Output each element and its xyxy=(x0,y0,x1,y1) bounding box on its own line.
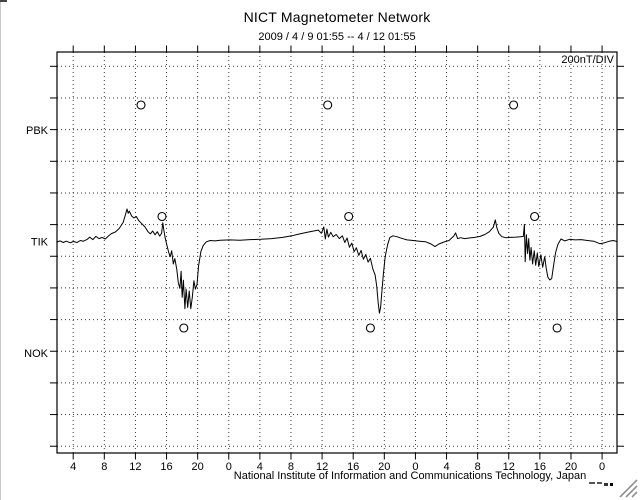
x-tick-label: 12 xyxy=(503,461,515,473)
axis-labels: 4 8 12 16 20 0 4 8 12 16 20 0 4 8 12 16 20 0 PBK TIK NOK xyxy=(24,125,605,473)
x-tick-label: 12 xyxy=(316,461,328,473)
noon-marker-pbk xyxy=(136,100,146,110)
window-edge-artifact xyxy=(0,0,7,2)
noon-marker-tik xyxy=(530,211,540,222)
noon-marker-tik xyxy=(344,211,354,222)
x-tick-label: 4 xyxy=(70,461,76,473)
x-tick-label: 8 xyxy=(288,461,294,473)
station-label-tik: TIK xyxy=(31,237,49,249)
noon-marker-pbk xyxy=(509,100,519,110)
noon-marker-pbk xyxy=(323,100,333,110)
x-tick-label: 0 xyxy=(412,461,418,473)
x-tick-label: 20 xyxy=(378,461,390,473)
x-tick-label: 12 xyxy=(129,461,141,473)
x-tick-label: 8 xyxy=(101,461,107,473)
gridlines xyxy=(57,52,617,453)
time-range-subtitle: 2009 / 4 / 9 01:55 -- 4 / 12 01:55 xyxy=(258,31,416,43)
plot-border xyxy=(56,51,618,454)
trace-tik xyxy=(56,208,618,314)
x-tick-label: 0 xyxy=(599,461,605,473)
noon-markers xyxy=(136,100,562,333)
x-tick-label: 16 xyxy=(160,461,172,473)
y-scale-label: 200nT/DIV xyxy=(561,54,614,66)
station-label-pbk: PBK xyxy=(26,125,49,137)
noon-marker-nok xyxy=(552,323,562,333)
x-tick-label: 20 xyxy=(565,461,577,473)
x-tick-label: 4 xyxy=(443,461,449,473)
noon-marker-nok xyxy=(179,323,189,333)
page-title: NICT Magnetometer Network xyxy=(243,9,431,25)
resize-grip-icon[interactable] xyxy=(614,474,640,500)
x-tick-label: 0 xyxy=(226,461,232,473)
x-tick-label: 20 xyxy=(192,461,204,473)
station-label-nok: NOK xyxy=(24,348,49,360)
fine-print-marks-icon xyxy=(589,482,613,486)
x-tick-label: 16 xyxy=(534,461,546,473)
x-tick-label: 4 xyxy=(257,461,263,473)
x-tick-label: 16 xyxy=(347,461,359,473)
window-edge-line xyxy=(0,0,1,500)
noon-marker-nok xyxy=(365,323,375,333)
axis-ticks xyxy=(50,45,624,460)
station-traces xyxy=(56,208,618,314)
x-tick-label: 8 xyxy=(475,461,481,473)
noon-marker-tik xyxy=(157,211,167,222)
institution-credit: National Institute of Information and Co… xyxy=(233,470,587,482)
